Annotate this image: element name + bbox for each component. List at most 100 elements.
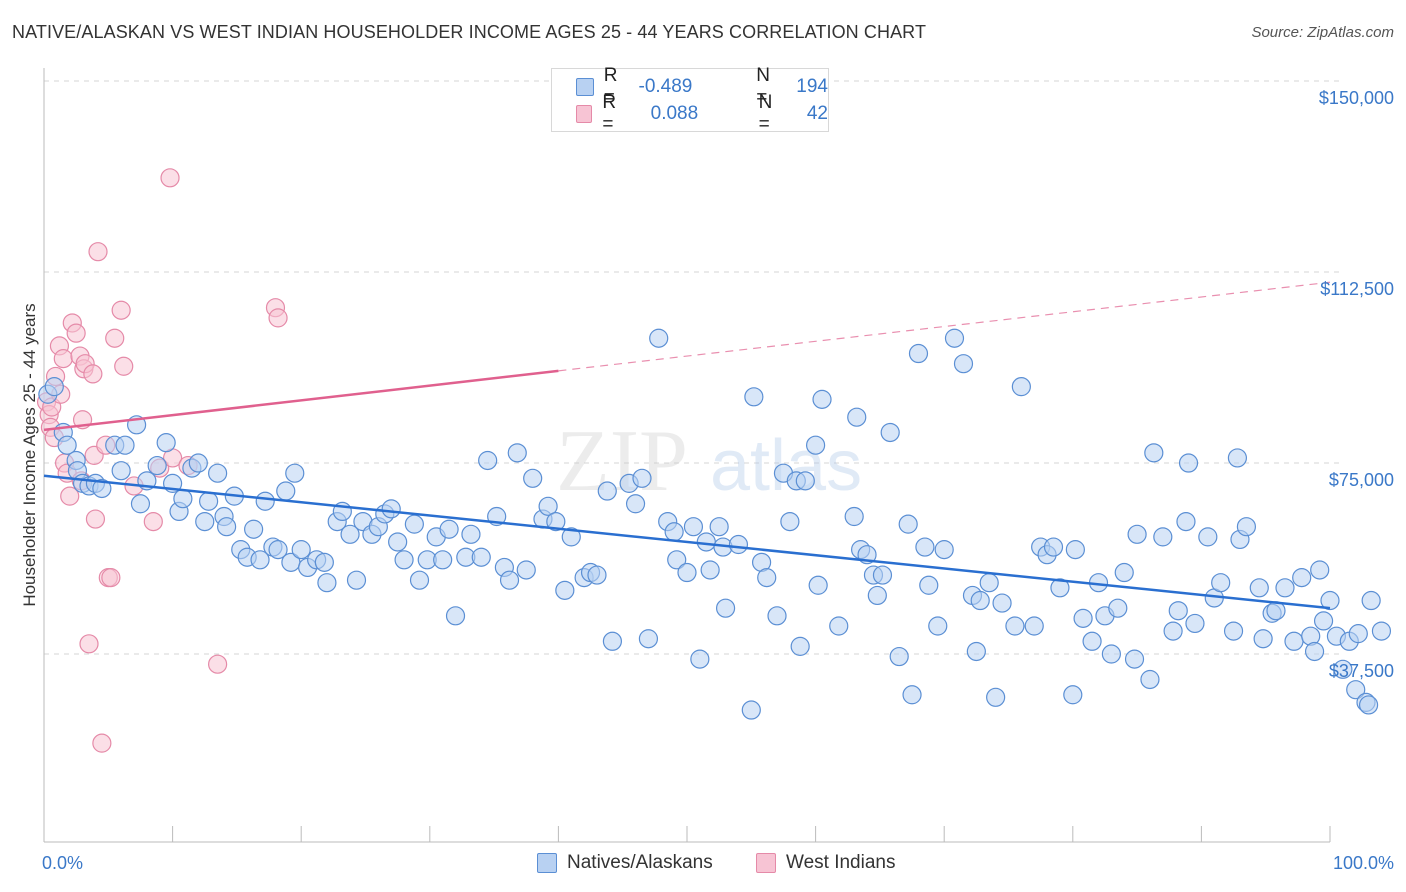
natives-alaskans-point (919, 575, 939, 595)
west-indians-trend-extension (558, 281, 1331, 372)
natives-alaskans-point (934, 540, 954, 560)
natives-alaskans-point (795, 471, 815, 491)
x-tick-label: 100.0% (1332, 853, 1394, 873)
natives-alaskans-point (471, 547, 491, 567)
legend-r-label: R = (602, 92, 617, 135)
natives-alaskans-point (44, 377, 64, 397)
natives-alaskans-point (340, 524, 360, 544)
legend-swatch-blue (576, 78, 594, 96)
natives-alaskans-point (156, 433, 176, 453)
natives-alaskans-point (1313, 611, 1334, 631)
natives-alaskans-point (667, 550, 687, 570)
natives-alaskans-point (966, 641, 986, 662)
y-tick-label: $150,000 (1318, 88, 1394, 109)
legend-r-label: R = (603, 65, 618, 108)
natives-alaskans-point (276, 481, 296, 501)
natives-alaskans-point (1168, 601, 1188, 621)
natives-alaskans-point (250, 550, 270, 570)
natives-alaskans-point (757, 568, 777, 588)
natives-alaskans-point (1124, 649, 1145, 669)
watermark-zip: ZIP (556, 413, 688, 510)
series-legend: Natives/Alaskans West Indians (0, 852, 1406, 878)
natives-alaskans-point (728, 534, 749, 555)
natives-alaskans-point (632, 468, 652, 488)
natives-alaskans-point (992, 593, 1012, 613)
y-tick-label: $112,500 (1320, 279, 1394, 300)
natives-alaskans-point (1211, 573, 1231, 593)
natives-alaskans-point (867, 585, 887, 606)
natives-alaskans-point (147, 455, 167, 476)
natives-alaskans-point (915, 537, 935, 557)
chart-source: Source: ZipAtlas.com (1251, 24, 1394, 41)
y-tick-label: $37,500 (1328, 661, 1394, 681)
natives-alaskans-point (523, 468, 543, 488)
natives-alaskans-point (1011, 377, 1031, 397)
natives-alaskans-point (638, 629, 659, 649)
y-tick-label: $75,000 (1328, 470, 1394, 491)
natives-alaskans-point (1153, 527, 1173, 547)
natives-alaskans-point (1227, 448, 1248, 468)
natives-alaskans-point (898, 514, 918, 534)
natives-alaskans-points (38, 328, 1392, 720)
legend-n-value: 42 (806, 103, 828, 124)
natives-alaskans-point (346, 570, 367, 590)
natives-alaskans-point (741, 700, 761, 720)
legend-swatch-blue (537, 853, 557, 873)
natives-alaskans-point (285, 463, 305, 483)
west-indians-point (105, 328, 125, 348)
natives-alaskans-point (1065, 540, 1085, 560)
west-indians-point (53, 349, 73, 369)
natives-alaskans-point (1108, 598, 1128, 618)
natives-alaskans-point (538, 496, 558, 516)
natives-alaskans-point (561, 527, 581, 547)
natives-alaskans-point (409, 570, 430, 590)
natives-alaskans-point (1114, 562, 1134, 583)
natives-alaskans-point (546, 511, 566, 532)
natives-alaskans-point (625, 494, 646, 514)
natives-alaskans-point (780, 511, 800, 532)
natives-alaskans-point (1082, 631, 1102, 651)
natives-alaskans-point (439, 519, 459, 539)
natives-alaskans-point (388, 532, 408, 552)
natives-alaskans-point (597, 481, 617, 501)
legend-swatch-pink (576, 105, 593, 123)
natives-alaskans-point (1005, 616, 1025, 636)
natives-alaskans-point (317, 573, 337, 593)
natives-alaskans-point (664, 522, 684, 542)
natives-alaskans-point (744, 387, 764, 407)
gridlines (44, 80, 1340, 655)
natives-alaskans-point (1253, 629, 1273, 649)
natives-alaskans-point (217, 517, 237, 537)
natives-alaskans-point (808, 575, 828, 595)
natives-alaskans-point (1024, 616, 1044, 636)
natives-alaskans-point (709, 517, 729, 537)
natives-alaskans-point (1073, 608, 1093, 628)
natives-alaskans-point (1140, 669, 1160, 690)
west-indians-point (160, 168, 180, 188)
natives-alaskans-point (847, 407, 867, 427)
natives-alaskans-point (499, 570, 520, 590)
natives-alaskans-point (130, 494, 151, 514)
legend-row-west-indians: R = 0.088 N = 42 (576, 92, 828, 135)
natives-alaskans-point (1178, 453, 1199, 473)
natives-alaskans-point (690, 649, 710, 669)
natives-alaskans-point (602, 631, 623, 651)
natives-alaskans-point (173, 489, 193, 509)
natives-alaskans-point (1361, 590, 1381, 611)
natives-alaskans-point (587, 565, 607, 585)
natives-alaskans-point (649, 328, 669, 348)
legend-item-natives: Natives/Alaskans (537, 852, 713, 874)
natives-alaskans-point (696, 532, 716, 552)
natives-alaskans-point (516, 560, 536, 580)
natives-alaskans-point (767, 606, 787, 626)
trend-lines (43, 281, 1331, 610)
natives-alaskans-point (507, 443, 527, 463)
natives-alaskans-point (461, 524, 481, 544)
legend-r-value: 0.088 (650, 103, 699, 124)
west-indians-point (101, 568, 121, 588)
natives-alaskans-point (208, 463, 228, 483)
west-indians-point (111, 300, 131, 320)
natives-alaskans-point (1275, 578, 1295, 598)
natives-alaskans-point (188, 453, 208, 473)
